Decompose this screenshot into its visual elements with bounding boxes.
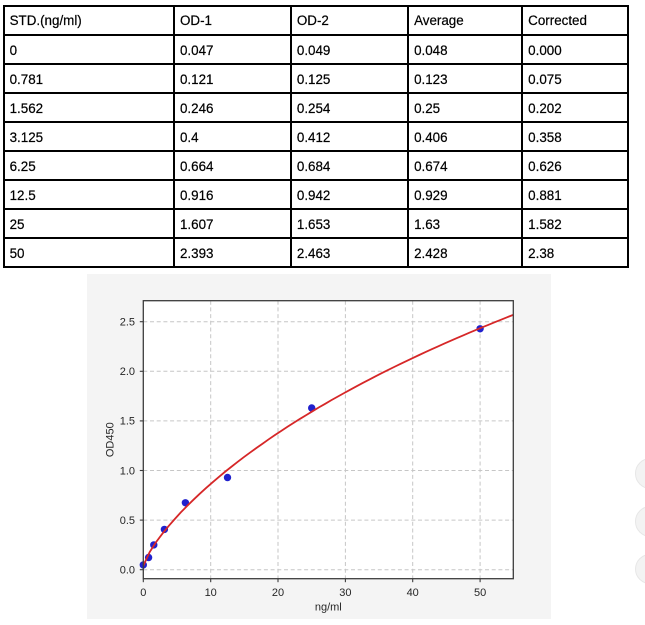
svg-text:OD450: OD450 bbox=[104, 423, 116, 458]
svg-text:1.5: 1.5 bbox=[119, 416, 134, 428]
svg-text:30: 30 bbox=[339, 587, 351, 599]
svg-text:0.0: 0.0 bbox=[119, 565, 134, 577]
svg-text:2.0: 2.0 bbox=[119, 366, 134, 378]
svg-text:ng/ml: ng/ml bbox=[315, 602, 342, 614]
svg-text:0: 0 bbox=[140, 587, 146, 599]
svg-text:2.5: 2.5 bbox=[119, 317, 134, 329]
svg-text:10: 10 bbox=[204, 587, 216, 599]
svg-text:40: 40 bbox=[406, 587, 418, 599]
svg-text:0.5: 0.5 bbox=[119, 515, 134, 527]
svg-text:1.0: 1.0 bbox=[119, 466, 134, 478]
svg-text:20: 20 bbox=[272, 587, 284, 599]
svg-text:50: 50 bbox=[474, 587, 486, 599]
